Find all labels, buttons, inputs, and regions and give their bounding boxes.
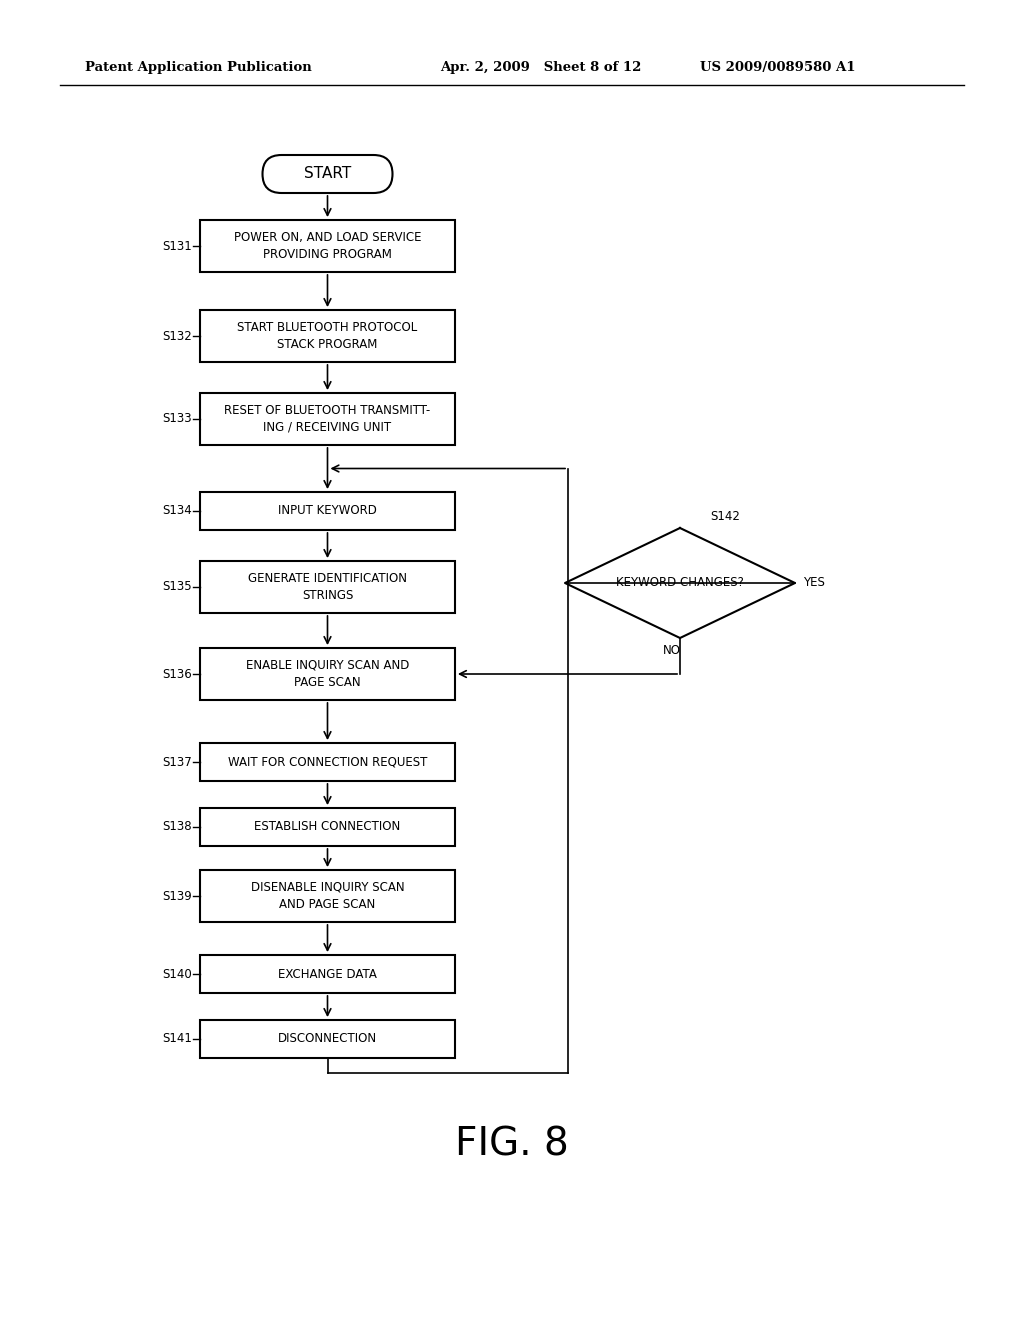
Text: S132: S132 <box>162 330 193 342</box>
Text: S137: S137 <box>162 755 193 768</box>
Bar <box>200 310 455 362</box>
Text: S133: S133 <box>163 412 193 425</box>
Text: POWER ON, AND LOAD SERVICE
PROVIDING PROGRAM: POWER ON, AND LOAD SERVICE PROVIDING PRO… <box>233 231 421 261</box>
Text: NO: NO <box>663 644 681 656</box>
Bar <box>200 561 455 612</box>
Text: S141: S141 <box>162 1032 193 1045</box>
Bar <box>200 1020 455 1059</box>
Text: US 2009/0089580 A1: US 2009/0089580 A1 <box>700 62 855 74</box>
Text: START: START <box>304 166 351 181</box>
Text: S139: S139 <box>162 890 193 903</box>
Bar <box>200 220 455 272</box>
Bar <box>200 393 455 445</box>
Bar <box>200 870 455 921</box>
Text: S134: S134 <box>162 504 193 517</box>
Text: RESET OF BLUETOOTH TRANSMITT-
ING / RECEIVING UNIT: RESET OF BLUETOOTH TRANSMITT- ING / RECE… <box>224 404 431 434</box>
Text: Patent Application Publication: Patent Application Publication <box>85 62 311 74</box>
Text: INPUT KEYWORD: INPUT KEYWORD <box>279 504 377 517</box>
Bar <box>200 492 455 531</box>
Polygon shape <box>565 528 795 638</box>
Text: Apr. 2, 2009   Sheet 8 of 12: Apr. 2, 2009 Sheet 8 of 12 <box>440 62 641 74</box>
Text: START BLUETOOTH PROTOCOL
STACK PROGRAM: START BLUETOOTH PROTOCOL STACK PROGRAM <box>238 321 418 351</box>
Text: ENABLE INQUIRY SCAN AND
PAGE SCAN: ENABLE INQUIRY SCAN AND PAGE SCAN <box>246 659 410 689</box>
Text: EXCHANGE DATA: EXCHANGE DATA <box>279 968 377 981</box>
Text: WAIT FOR CONNECTION REQUEST: WAIT FOR CONNECTION REQUEST <box>227 755 427 768</box>
Bar <box>200 808 455 846</box>
Text: S142: S142 <box>710 510 740 523</box>
Text: S136: S136 <box>162 668 193 681</box>
Bar <box>200 954 455 993</box>
Bar <box>200 648 455 700</box>
Text: S140: S140 <box>162 968 193 981</box>
Text: DISENABLE INQUIRY SCAN
AND PAGE SCAN: DISENABLE INQUIRY SCAN AND PAGE SCAN <box>251 880 404 911</box>
Text: S138: S138 <box>163 821 193 833</box>
Text: DISCONNECTION: DISCONNECTION <box>278 1032 377 1045</box>
Text: KEYWORD CHANGES?: KEYWORD CHANGES? <box>616 577 744 590</box>
Bar <box>200 743 455 781</box>
Text: FIG. 8: FIG. 8 <box>455 1126 569 1164</box>
Text: YES: YES <box>803 577 825 590</box>
FancyBboxPatch shape <box>262 154 392 193</box>
Text: ESTABLISH CONNECTION: ESTABLISH CONNECTION <box>254 821 400 833</box>
Text: S131: S131 <box>162 239 193 252</box>
Text: S135: S135 <box>163 581 193 594</box>
Text: GENERATE IDENTIFICATION
STRINGS: GENERATE IDENTIFICATION STRINGS <box>248 572 407 602</box>
